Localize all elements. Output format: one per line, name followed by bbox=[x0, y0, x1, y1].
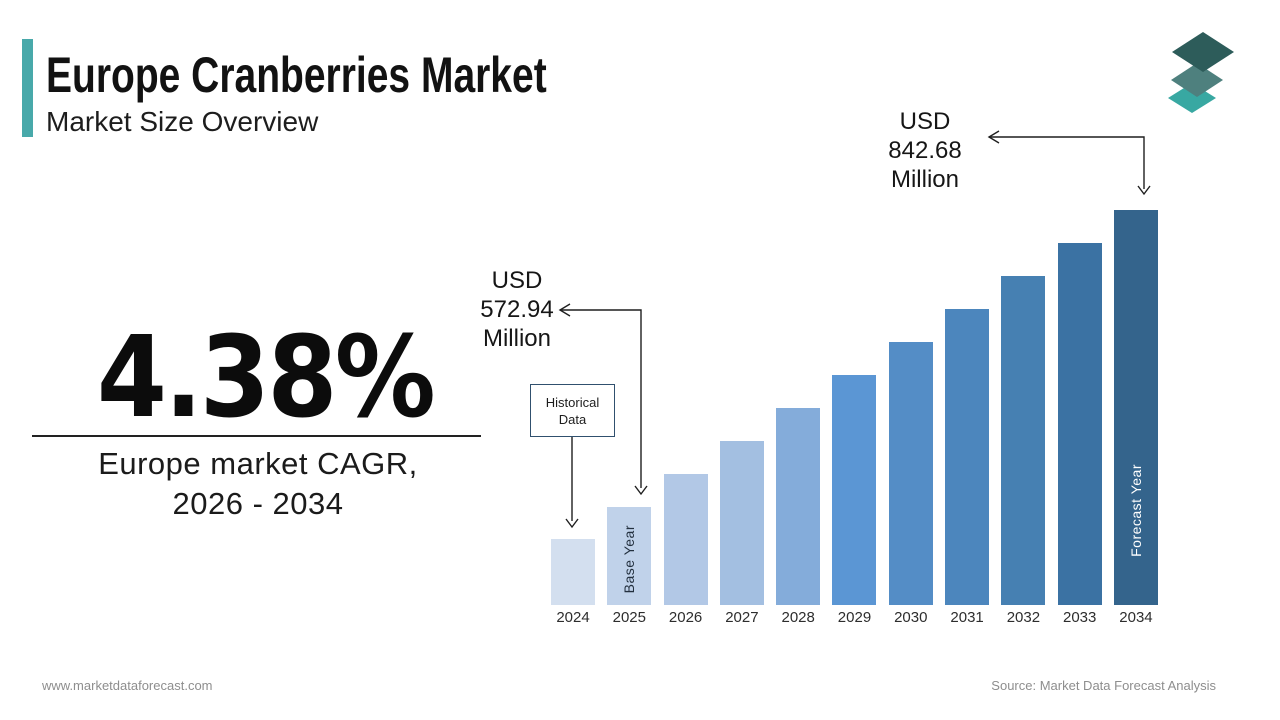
logo-layer-top bbox=[1172, 32, 1234, 72]
x-tick-2030: 2030 bbox=[894, 608, 928, 626]
bar-2025: Base Year bbox=[607, 507, 652, 605]
forecast-value-line1: USD bbox=[899, 108, 951, 135]
forecast-arrow bbox=[987, 130, 1151, 196]
x-tick-2027: 2027 bbox=[725, 608, 759, 626]
forecast-value-line2: 842.68 bbox=[888, 137, 962, 164]
bar-column-2024: 2024 bbox=[551, 209, 595, 629]
bar-column-2027: 2027 bbox=[719, 209, 764, 629]
x-tick-2033: 2033 bbox=[1062, 608, 1097, 626]
bar-2024 bbox=[551, 539, 595, 605]
stat-divider-line bbox=[32, 435, 481, 437]
bar-2030 bbox=[888, 342, 933, 605]
x-tick-2034: 2034 bbox=[1119, 608, 1153, 626]
x-tick-2024: 2024 bbox=[556, 608, 590, 626]
bar-column-2033: 2033 bbox=[1057, 209, 1102, 629]
bar-column-2025: Base Year 2025 bbox=[607, 209, 652, 629]
base-year-label: Base Year bbox=[621, 524, 638, 593]
bar-column-2032: 2032 bbox=[1001, 209, 1046, 629]
forecast-value-annotation: USD 842.68 Million bbox=[850, 107, 1000, 194]
base-value-annotation: USD 572.94 Million bbox=[442, 266, 592, 353]
bar-chart: 2024 Base Year 2025 2026 2027 2028 2029 2030 203… bbox=[551, 209, 1158, 629]
bar-2032 bbox=[1001, 276, 1046, 605]
cagr-caption: Europe market CAGR, 2026 - 2034 bbox=[33, 444, 483, 524]
x-tick-2026: 2026 bbox=[668, 608, 703, 626]
bar-column-2026: 2026 bbox=[663, 209, 708, 629]
forecast-value-line3: Million bbox=[890, 166, 959, 193]
page-title: Europe Cranberries Market bbox=[46, 47, 547, 103]
x-tick-2025: 2025 bbox=[612, 608, 646, 626]
bar-2029 bbox=[832, 375, 877, 605]
header: Europe Cranberries Market Market Size Ov… bbox=[46, 50, 688, 136]
bar-column-2029: 2029 bbox=[832, 209, 877, 629]
bar-column-2030: 2030 bbox=[888, 209, 933, 629]
bar-column-2034: Forecast Year 2034 bbox=[1113, 209, 1158, 629]
base-value-line2: 572.94 bbox=[480, 296, 554, 323]
bar-2034: Forecast Year bbox=[1113, 210, 1158, 605]
bar-2033 bbox=[1057, 243, 1102, 605]
cagr-caption-line1: Europe market CAGR, bbox=[98, 446, 418, 481]
cagr-value: 4.38% bbox=[96, 313, 436, 443]
bar-column-2031: 2031 bbox=[945, 209, 990, 629]
bar-2027 bbox=[719, 441, 764, 605]
bar-column-2028: 2028 bbox=[776, 209, 821, 629]
page-subtitle: Market Size Overview bbox=[46, 106, 319, 137]
title-accent-bar bbox=[22, 39, 33, 137]
bar-2026 bbox=[663, 474, 708, 605]
base-value-line1: USD bbox=[491, 267, 543, 294]
logo-layer-middle bbox=[1171, 63, 1223, 97]
x-tick-2028: 2028 bbox=[781, 608, 815, 626]
x-tick-2031: 2031 bbox=[950, 608, 984, 626]
cagr-stat-block: 4.38% bbox=[33, 322, 483, 434]
bar-2031 bbox=[945, 309, 990, 605]
forecast-year-label: Forecast Year bbox=[1127, 464, 1144, 557]
base-value-line3: Million bbox=[482, 325, 551, 352]
x-tick-2032: 2032 bbox=[1006, 608, 1041, 626]
cagr-caption-line2: 2026 - 2034 bbox=[172, 486, 344, 521]
layers-logo-icon bbox=[1168, 32, 1234, 113]
bar-2028 bbox=[776, 408, 821, 605]
x-tick-2029: 2029 bbox=[837, 608, 872, 626]
source-note: Source: Market Data Forecast Analysis bbox=[991, 678, 1216, 693]
website-url: www.marketdataforecast.com bbox=[42, 678, 213, 693]
